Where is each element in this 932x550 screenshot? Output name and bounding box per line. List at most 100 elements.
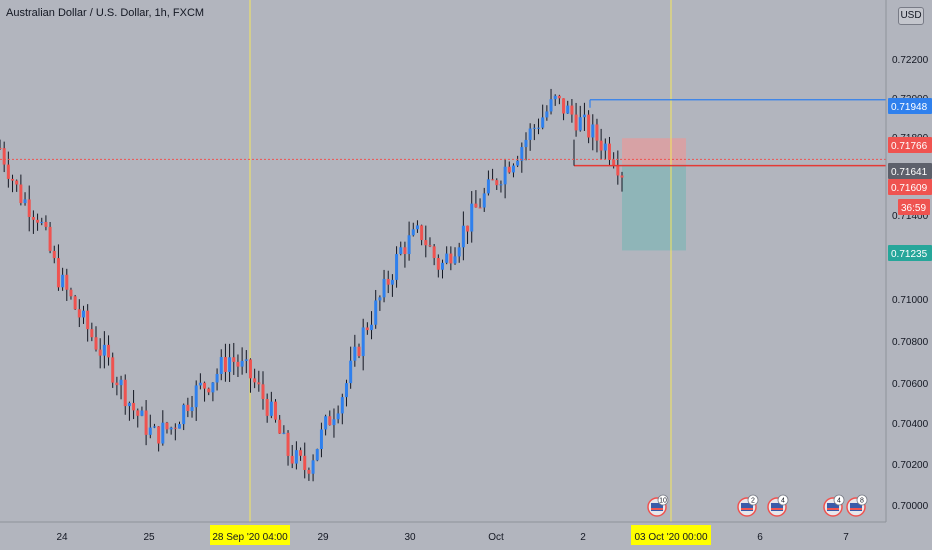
time-tick-label: 7	[843, 532, 849, 543]
date-marker-lines	[249, 0, 672, 522]
candle	[65, 268, 69, 301]
candle	[436, 254, 440, 278]
candle	[223, 343, 227, 382]
target-level-tag: 0.71235	[888, 245, 932, 261]
svg-text:36:59: 36:59	[901, 203, 926, 214]
candle	[403, 241, 407, 268]
candle	[499, 180, 503, 193]
candle	[190, 395, 194, 418]
candle	[370, 311, 374, 340]
svg-text:10: 10	[659, 498, 667, 505]
time-axis[interactable]: 24 25 29 30 Oct 2 6 7 28 Sep '20 04:00 03 Oct '20…	[56, 525, 849, 545]
candle	[570, 99, 574, 123]
candle	[211, 382, 215, 402]
candle	[186, 397, 190, 418]
candle	[311, 454, 315, 482]
candle	[248, 358, 252, 393]
svg-text:28 Sep '20 04:00: 28 Sep '20 04:00	[212, 532, 288, 543]
time-tick-label: 30	[404, 532, 416, 543]
candle	[127, 401, 131, 421]
candle	[478, 198, 482, 209]
candle	[15, 179, 19, 192]
position-zones	[622, 138, 686, 251]
event-marker-5[interactable]: 8	[846, 494, 868, 517]
price-tick-label: 0.70000	[892, 501, 929, 512]
candle	[461, 211, 465, 261]
price-tick-label: 0.70800	[892, 337, 929, 348]
candle	[219, 349, 223, 381]
svg-text:0.71641: 0.71641	[891, 167, 928, 178]
time-tick-label: 2	[580, 532, 586, 543]
svg-text:4: 4	[781, 498, 785, 505]
candle	[31, 210, 35, 234]
candle	[390, 274, 394, 297]
price-tick-label: 0.70600	[892, 379, 929, 390]
candle	[102, 331, 106, 369]
candle	[511, 163, 515, 178]
candle	[69, 287, 73, 300]
svg-text:03 Oct '20 00:00: 03 Oct '20 00:00	[634, 532, 708, 543]
candle	[282, 425, 286, 435]
candle	[123, 374, 127, 415]
candle	[286, 430, 290, 466]
candle	[107, 335, 111, 366]
svg-text:0.71948: 0.71948	[891, 102, 928, 113]
candle	[261, 371, 265, 410]
candle	[415, 220, 419, 233]
candle	[307, 467, 311, 481]
candle	[562, 98, 566, 121]
candle	[40, 217, 44, 226]
svg-text:4: 4	[837, 498, 841, 505]
candle	[140, 406, 144, 417]
candle	[420, 224, 424, 246]
candle	[61, 267, 65, 291]
candle	[507, 161, 511, 174]
candle	[324, 414, 328, 436]
candle	[77, 299, 81, 328]
candle	[232, 342, 236, 375]
candle	[203, 381, 207, 402]
candle	[294, 441, 298, 470]
candle	[620, 171, 624, 192]
candle	[244, 350, 248, 374]
candle	[6, 151, 10, 188]
candle	[173, 423, 177, 441]
candle	[357, 343, 361, 359]
candle	[344, 379, 348, 407]
candle	[23, 192, 27, 206]
candle	[198, 373, 202, 390]
candle	[399, 241, 403, 256]
candle	[48, 221, 52, 254]
event-marker-4[interactable]: 4	[823, 494, 845, 517]
candle	[2, 141, 6, 173]
candle	[591, 114, 595, 151]
candle	[36, 213, 40, 231]
countdown-tag: 36:59	[898, 199, 930, 215]
candle	[361, 318, 365, 371]
level-lines	[0, 99, 886, 167]
candle	[148, 414, 152, 439]
candle	[207, 387, 211, 396]
event-marker-3[interactable]: 4	[767, 494, 789, 517]
candles	[0, 88, 624, 482]
event-marker-1[interactable]: 10	[647, 494, 669, 517]
tp-level-tag: 0.71948	[888, 98, 932, 114]
candle	[253, 368, 257, 389]
currency-button[interactable]: USD	[898, 7, 924, 25]
candle	[603, 138, 607, 160]
event-marker-2[interactable]: 2	[737, 494, 759, 517]
time-tick-label: 29	[317, 532, 329, 543]
candle	[532, 124, 536, 141]
candle	[616, 150, 620, 185]
candle	[98, 338, 102, 369]
candle	[94, 326, 98, 352]
candle	[44, 215, 48, 231]
entry-level-tag: 0.71641	[888, 163, 932, 179]
candle	[457, 242, 461, 263]
candle	[607, 136, 611, 166]
candle	[491, 168, 495, 181]
candle	[165, 421, 169, 434]
event-markers[interactable]: 10 2 4 4 8	[647, 494, 868, 517]
